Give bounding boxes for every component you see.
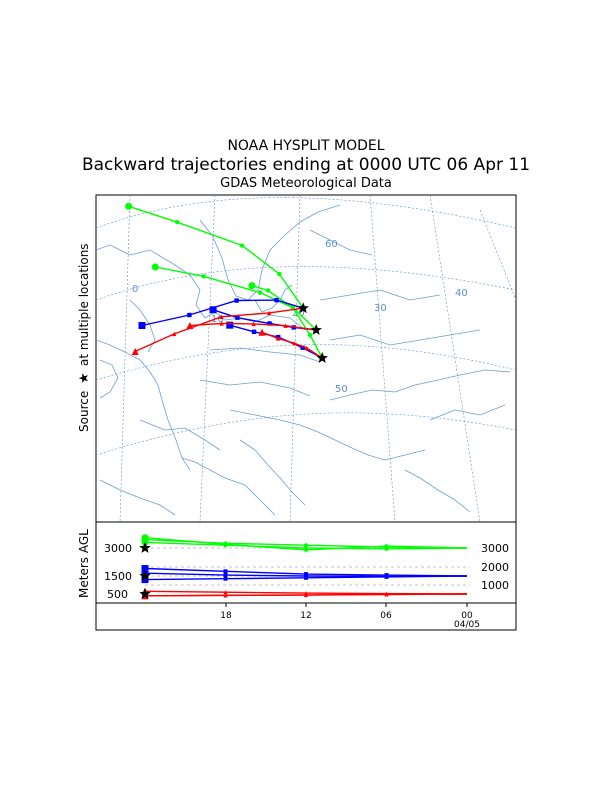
profile-right-tick-3000: 3000 <box>481 542 509 555</box>
map-frame <box>95 194 517 523</box>
time-date-label: 04/05 <box>454 620 480 630</box>
profile-left-tick-3000: 3000 <box>104 542 132 555</box>
profile-marker-A-500-3 <box>223 590 228 595</box>
side-label-star: ★ <box>77 372 92 384</box>
graticule <box>96 195 516 522</box>
profile-marker-B-1500-3 <box>223 573 228 578</box>
profile-frame <box>95 521 517 631</box>
title-block: NOAA HYSPLIT MODEL Backward trajectories… <box>0 138 612 192</box>
map-trajectories <box>125 202 328 363</box>
chart-title: NOAA HYSPLIT MODEL <box>227 138 385 154</box>
map-marker-C-1500-3 <box>251 329 257 334</box>
profile-marker-C-3000-4 <box>141 534 149 542</box>
map-marker-B-500-1 <box>283 323 288 328</box>
map-marker-A-3000-3 <box>175 219 180 225</box>
map-marker-C-500-2 <box>292 341 297 346</box>
grid-label-lon0: 0 <box>132 284 138 295</box>
profile-marker-C-1500-1 <box>384 574 389 579</box>
map-trajectory-C-1500 <box>229 324 323 359</box>
profile-marker-C-3000-1 <box>384 544 389 549</box>
start-star-A <box>297 302 309 314</box>
map-marker-B-1500-4 <box>209 306 217 314</box>
map-marker-A-1500-4 <box>138 322 146 329</box>
map-marker-B-1500-3 <box>235 315 240 320</box>
map-marker-C-3000-1 <box>307 332 313 338</box>
profile-left-tick-500: 500 <box>107 588 128 601</box>
data-source: GDAS Meteorological Data <box>220 176 392 191</box>
map-marker-C-1500-4 <box>226 321 234 329</box>
profile-marker-C-1500-3 <box>223 576 228 581</box>
profile-marker-C-3000-2 <box>304 547 308 552</box>
grid-label-lon30: 30 <box>374 303 387 314</box>
map-marker-B-3000-3 <box>201 274 206 279</box>
profile-time-axis <box>225 603 468 607</box>
profile-marker-A-1500-3 <box>223 569 228 574</box>
grid-label-lon40: 40 <box>455 288 468 299</box>
map-marker-C-3000-2 <box>290 305 295 310</box>
profile-left-tick-1500: 1500 <box>104 570 132 583</box>
start-star-B <box>310 324 322 335</box>
map-marker-A-1500-3 <box>187 312 192 318</box>
map-marker-A-1500-1 <box>274 297 279 303</box>
map-marker-A-500-1 <box>266 310 272 316</box>
map-marker-B-3000-4 <box>151 263 159 271</box>
profile-start-star-1500 <box>139 570 151 581</box>
side-label: Source ★ at multiple locations <box>77 243 92 432</box>
profile-marker-A-1500-4 <box>141 565 149 573</box>
time-tick-18: 18 <box>220 611 232 621</box>
profile-marker-A-3000-2 <box>304 543 308 548</box>
side-label-prefix: Source <box>77 391 91 432</box>
profile-trajectories <box>139 534 468 600</box>
time-tick-06: 06 <box>380 611 392 621</box>
profile-marker-C-500-2 <box>304 593 308 598</box>
side-label-suffix: at multiple locations <box>77 243 91 366</box>
map-marker-C-500-1 <box>304 345 309 351</box>
profile-marker-C-500-3 <box>223 593 228 598</box>
profile-start-star-3000 <box>139 542 151 553</box>
profile-ylabel: Meters AGL <box>77 529 91 598</box>
profile-right-tick-2000: 2000 <box>481 561 509 574</box>
profile-right-tick-1000: 1000 <box>481 579 509 592</box>
map-marker-A-500-4 <box>131 347 139 355</box>
profile-marker-B-3000-1 <box>384 546 389 551</box>
start-star-C <box>316 352 328 363</box>
grid-label-lon10: 10 <box>211 314 224 325</box>
map-marker-B-500-2 <box>251 321 256 327</box>
profile-start-star-500 <box>139 588 151 599</box>
map-trajectory-A-3000 <box>128 205 304 309</box>
map-marker-B-500-3 <box>219 321 224 326</box>
map-marker-A-500-2 <box>219 314 224 319</box>
map-marker-C-1500-1 <box>300 345 305 350</box>
time-tick-00: 00 <box>461 611 473 621</box>
profile-marker-C-3000-3 <box>223 542 228 547</box>
profile-ylabel-text: Meters AGL <box>77 529 91 598</box>
profile-marker-C-500-1 <box>384 592 389 597</box>
map-marker-C-3000-4 <box>248 282 256 290</box>
time-tick-12: 12 <box>300 611 311 621</box>
map-marker-B-3000-2 <box>258 290 263 295</box>
coastlines <box>96 204 511 516</box>
map-marker-A-500-3 <box>172 331 177 337</box>
chart-subtitle: Backward trajectories ending at 0000 UTC… <box>81 155 531 175</box>
map-marker-B-500-4 <box>186 322 194 330</box>
map-marker-A-1500-2 <box>234 298 239 303</box>
grid-label-lat50: 50 <box>335 384 348 395</box>
map-marker-C-3000-3 <box>265 288 271 293</box>
profile-marker-C-1500-4 <box>141 576 149 584</box>
profile-marker-C-1500-2 <box>304 575 308 580</box>
map-marker-C-500-4 <box>258 328 266 336</box>
map-marker-C-500-3 <box>276 336 281 341</box>
map-marker-A-3000-4 <box>125 202 133 210</box>
map-marker-A-3000-1 <box>277 271 282 277</box>
grid-label-lat60: 60 <box>325 239 338 250</box>
map-marker-A-3000-2 <box>239 243 245 248</box>
map-marker-B-1500-2 <box>267 321 272 326</box>
